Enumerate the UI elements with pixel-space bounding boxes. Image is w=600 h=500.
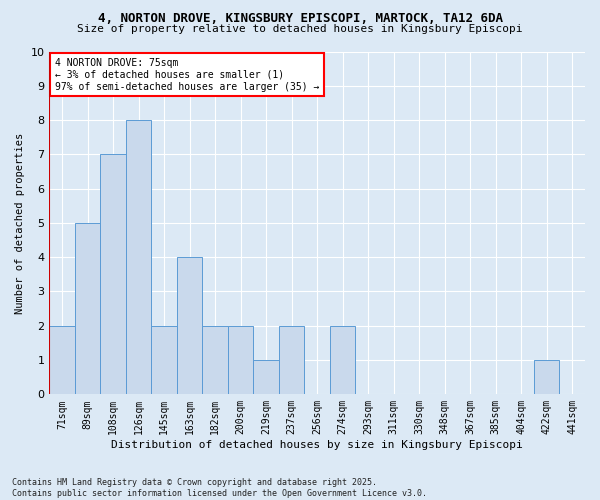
Text: 4, NORTON DROVE, KINGSBURY EPISCOPI, MARTOCK, TA12 6DA: 4, NORTON DROVE, KINGSBURY EPISCOPI, MAR…: [97, 12, 503, 26]
Bar: [202, 326, 228, 394]
X-axis label: Distribution of detached houses by size in Kingsbury Episcopi: Distribution of detached houses by size …: [112, 440, 523, 450]
Bar: [228, 326, 253, 394]
Text: Size of property relative to detached houses in Kingsbury Episcopi: Size of property relative to detached ho…: [77, 24, 523, 34]
Bar: [75, 223, 100, 394]
Bar: [177, 257, 202, 394]
Bar: [100, 154, 126, 394]
Bar: [151, 326, 177, 394]
Bar: [49, 326, 75, 394]
Bar: [253, 360, 279, 394]
Bar: [126, 120, 151, 394]
Bar: [534, 360, 559, 394]
Y-axis label: Number of detached properties: Number of detached properties: [15, 132, 25, 314]
Text: 4 NORTON DROVE: 75sqm
← 3% of detached houses are smaller (1)
97% of semi-detach: 4 NORTON DROVE: 75sqm ← 3% of detached h…: [55, 58, 319, 92]
Bar: [279, 326, 304, 394]
Text: Contains HM Land Registry data © Crown copyright and database right 2025.
Contai: Contains HM Land Registry data © Crown c…: [12, 478, 427, 498]
Bar: [330, 326, 355, 394]
